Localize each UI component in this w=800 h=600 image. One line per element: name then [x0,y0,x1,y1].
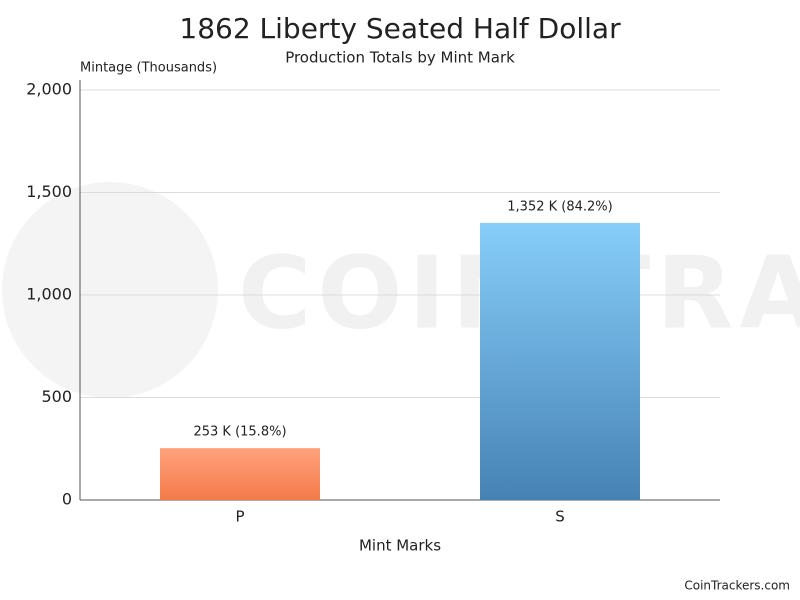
chart-subtitle: Production Totals by Mint Mark [285,49,515,67]
x-tick-label: S [555,508,565,526]
bar [160,448,320,500]
y-tick-label: 1,000 [26,285,72,304]
watermark-logo [2,182,218,398]
chart-title: 1862 Liberty Seated Half Dollar [179,12,621,45]
x-tick-label: P [235,508,244,526]
credit: CoinTrackers.com [684,579,790,593]
y-tick-label: 500 [41,387,72,406]
x-axis-label: Mint Marks [359,537,441,555]
bar [480,222,640,500]
y-tick-label: 0 [62,490,72,509]
y-axis-label: Mintage (Thousands) [80,61,217,76]
y-tick-label: 2,000 [26,80,72,99]
y-tick-label: 1,500 [26,182,72,201]
data-label: 1,352 K (84.2%) [507,199,612,214]
data-label: 253 K (15.8%) [193,425,286,440]
